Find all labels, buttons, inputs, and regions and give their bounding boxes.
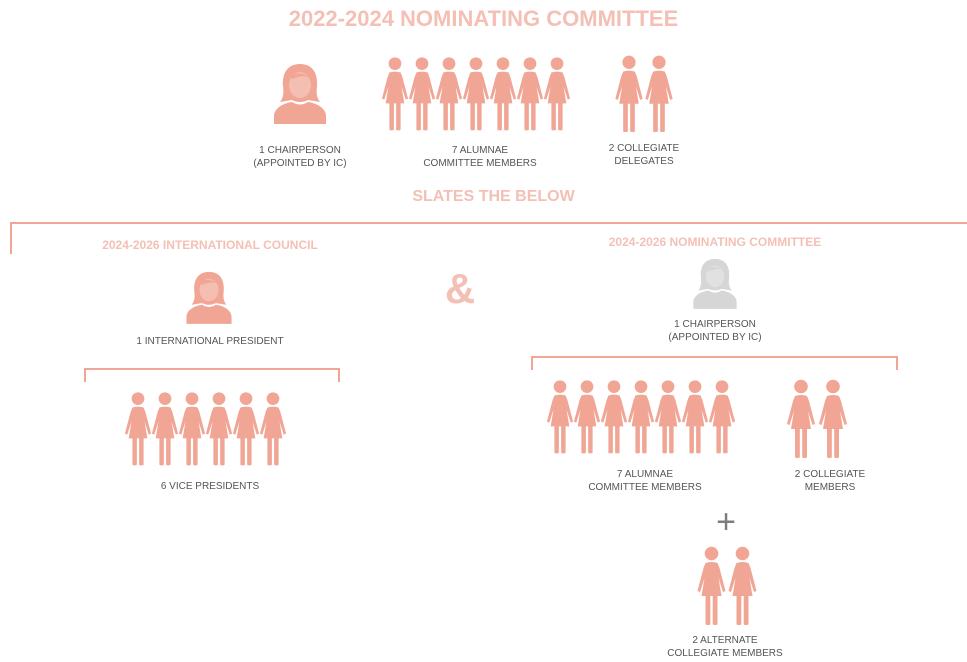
top-alumnae-line2: COMMITTEE MEMBERS	[423, 158, 537, 169]
next-alumnae-line1: 7 ALUMNAE	[616, 469, 674, 480]
next-collegiate-figures	[783, 379, 851, 459]
top-alumnae-line1: 7 ALUMNAE	[451, 145, 509, 156]
woman-bust-icon	[274, 64, 326, 124]
woman-figure-icon	[654, 380, 682, 454]
next-committee-title: 2024-2026 NOMINATING COMMITTEE	[608, 235, 822, 249]
woman-figure-icon	[615, 55, 643, 133]
top-collegiate-line2: DELEGATES	[614, 156, 674, 167]
top-chair-line2: (APPOINTED BY IC)	[253, 158, 347, 169]
woman-figure-icon	[151, 392, 179, 466]
next-chair-caption: 1 CHAIRPERSON (APPOINTED BY IC)	[640, 318, 790, 344]
woman-bust-icon	[186, 271, 232, 324]
woman-figure-icon	[543, 57, 571, 131]
woman-figure-icon	[645, 55, 673, 133]
woman-figure-icon	[381, 57, 409, 131]
next-alumnae-caption: 7 ALUMNAE COMMITTEE MEMBERS	[570, 468, 720, 494]
president-caption: 1 INTERNATIONAL PRESIDENT	[120, 335, 300, 348]
slates-label: SLATES THE BELOW	[412, 188, 575, 205]
top-chair-line1: 1 CHAIRPERSON	[259, 145, 341, 156]
top-chair-caption: 1 CHAIRPERSON (APPOINTED BY IC)	[225, 144, 375, 170]
vp-figures	[124, 389, 287, 469]
woman-figure-icon	[681, 380, 709, 454]
woman-figure-icon	[462, 57, 490, 131]
alternate-caption: 2 ALTERNATE COLLEGIATE MEMBERS	[650, 634, 800, 660]
next-alumnae-line2: COMMITTEE MEMBERS	[588, 482, 702, 493]
woman-figure-icon	[787, 379, 815, 458]
woman-figure-icon	[546, 380, 574, 454]
plus-icon: +	[716, 503, 736, 541]
woman-figure-icon	[205, 392, 233, 466]
council-bracket	[84, 368, 340, 382]
woman-figure-icon	[232, 392, 260, 466]
next-collegiate-line1: 2 COLLEGIATE	[794, 469, 866, 480]
top-collegiate-caption: 2 COLLEGIATE DELEGATES	[574, 142, 714, 168]
woman-figure-icon	[435, 57, 463, 131]
next-chair-line2: (APPOINTED BY IC)	[668, 332, 762, 343]
woman-figure-icon	[819, 379, 847, 458]
next-chair-icon	[690, 256, 740, 310]
woman-figure-icon	[600, 380, 628, 454]
top-alumnae-figures	[381, 55, 571, 133]
woman-figure-icon	[728, 546, 757, 625]
woman-figure-icon	[627, 380, 655, 454]
wide-bracket	[10, 222, 967, 254]
council-title: 2024-2026 INTERNATIONAL COUNCIL	[102, 238, 318, 252]
woman-figure-icon	[259, 392, 287, 466]
next-committee-bracket	[531, 356, 898, 370]
ampersand: &	[444, 265, 476, 312]
next-chair-line1: 1 CHAIRPERSON	[674, 319, 756, 330]
woman-figure-icon	[573, 380, 601, 454]
woman-figure-icon	[697, 546, 726, 625]
president-line1: 1 INTERNATIONAL PRESIDENT	[136, 336, 284, 347]
top-title: 2022-2024 NOMINATING COMMITTEE	[288, 6, 679, 31]
next-collegiate-caption: 2 COLLEGIATE MEMBERS	[755, 468, 905, 494]
woman-figure-icon	[178, 392, 206, 466]
woman-bust-icon	[693, 258, 737, 309]
woman-figure-icon	[124, 392, 152, 466]
woman-figure-icon	[516, 57, 544, 131]
woman-figure-icon	[489, 57, 517, 131]
next-alumnae-figures	[546, 378, 736, 456]
top-alumnae-caption: 7 ALUMNAE COMMITTEE MEMBERS	[405, 144, 555, 170]
president-icon	[183, 268, 235, 326]
vp-line1: 6 VICE PRESIDENTS	[160, 481, 260, 492]
vp-caption: 6 VICE PRESIDENTS	[135, 480, 285, 493]
alternate-line1: 2 ALTERNATE	[692, 635, 758, 646]
top-collegiate-line1: 2 COLLEGIATE	[608, 143, 680, 154]
top-chair-icon	[270, 62, 330, 124]
alternate-figures	[694, 546, 760, 626]
woman-figure-icon	[708, 380, 736, 454]
woman-figure-icon	[408, 57, 436, 131]
next-collegiate-line2: MEMBERS	[804, 482, 856, 493]
alternate-line2: COLLEGIATE MEMBERS	[667, 648, 783, 659]
top-collegiate-figures	[613, 55, 675, 133]
